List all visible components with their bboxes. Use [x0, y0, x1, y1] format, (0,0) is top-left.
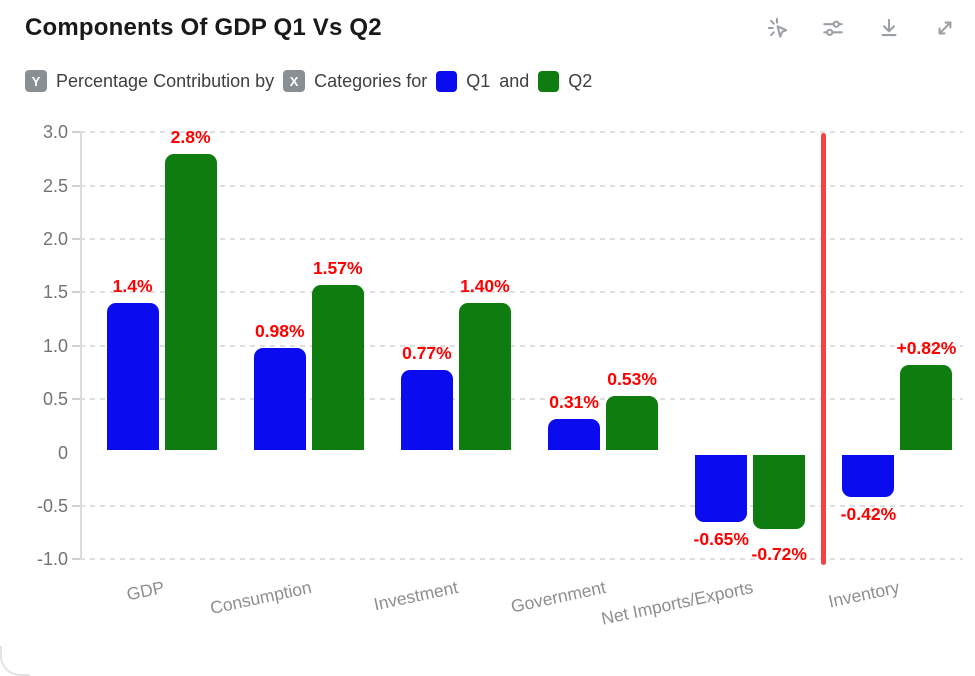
x-category-label: GDP: [124, 577, 166, 605]
bar-q1-2[interactable]: [400, 370, 453, 451]
y-axis-line: [80, 132, 82, 560]
gridline: [80, 504, 963, 507]
gridline: [80, 131, 963, 134]
separator-line: [821, 133, 827, 566]
bar-q2-1[interactable]: [311, 284, 364, 451]
x-category-label: Consumption: [207, 577, 313, 619]
y-tick-label: 1.5: [42, 282, 68, 303]
y-tick-label: 0.5: [42, 389, 68, 410]
y-tick-label: 3.0: [42, 122, 68, 143]
y-axis-tick: [72, 558, 80, 561]
gridline: [80, 238, 963, 241]
value-label: 1.4%: [112, 276, 153, 297]
y-axis-badge: Y: [25, 70, 47, 92]
page-title: Components Of GDP Q1 Vs Q2: [25, 14, 382, 41]
y-tick-label: 2.5: [42, 175, 68, 196]
y-tick-label: -1.0: [36, 549, 68, 570]
value-label: 1.40%: [460, 276, 510, 297]
value-label: -0.65%: [693, 528, 749, 549]
filter-sliders-icon[interactable]: [819, 14, 847, 42]
chart-subtitle: Y Percentage Contribution by X Categorie…: [25, 70, 592, 92]
gridline: [80, 184, 963, 187]
bar-q1-4[interactable]: [695, 454, 748, 522]
y-axis-tick: [72, 184, 80, 187]
bar-q2-4[interactable]: [753, 454, 806, 530]
gridline: [80, 398, 963, 401]
value-label: 0.53%: [607, 368, 657, 389]
bar-q2-2[interactable]: [458, 303, 511, 451]
legend-swatch-q1: [436, 70, 458, 92]
interact-cursor-icon[interactable]: [763, 14, 791, 42]
gridline: [80, 344, 963, 347]
x-category-label: Government: [508, 577, 608, 617]
bar-q2-5[interactable]: [900, 365, 953, 451]
x-category-label: Inventory: [827, 577, 902, 612]
bar-q1-3[interactable]: [548, 419, 601, 451]
expand-icon[interactable]: [931, 14, 959, 42]
y-tick-label: 2.0: [42, 229, 68, 250]
bar-q1-1[interactable]: [253, 347, 306, 451]
x-category-label: Investment: [372, 577, 461, 615]
y-axis-tick: [72, 398, 80, 401]
bar-q2-3[interactable]: [606, 395, 659, 451]
gridline: [80, 291, 963, 294]
y-axis-tick: [72, 238, 80, 241]
y-axis-tick: [72, 344, 80, 347]
legend-swatch-q2: [538, 70, 560, 92]
value-label: +0.82%: [896, 338, 957, 358]
chart-toolbar: [763, 14, 959, 42]
gridline: [80, 558, 963, 561]
value-label: -0.42%: [840, 504, 897, 525]
y-axis-tick: [72, 131, 80, 134]
y-axis-tick: [72, 291, 80, 294]
y-axis-label: Percentage Contribution by: [56, 70, 275, 91]
value-label: 0.77%: [402, 343, 452, 364]
legend-join-word: and: [499, 70, 530, 91]
value-label: 0.31%: [549, 392, 599, 413]
y-axis-tick: [72, 504, 80, 507]
x-axis-label: Categories for: [314, 70, 428, 91]
value-label: 2.8%: [170, 126, 211, 147]
legend-label-q2: Q2: [568, 70, 593, 91]
download-icon[interactable]: [875, 14, 903, 42]
y-tick-label: -0.5: [36, 495, 68, 516]
value-label: 0.98%: [254, 320, 305, 341]
y-tick-label: 1.0: [42, 335, 68, 356]
x-axis-badge: X: [283, 70, 306, 92]
x-category-label: Net Imports/Exports: [598, 577, 755, 629]
value-label: 1.57%: [312, 257, 363, 278]
y-tick-label: 0: [57, 442, 68, 463]
bar-q1-0[interactable]: [106, 303, 159, 451]
value-label: -0.72%: [751, 544, 807, 565]
legend-label-q1: Q1: [466, 70, 491, 91]
bar-q2-0[interactable]: [164, 153, 217, 451]
bar-q1-5[interactable]: [842, 454, 895, 498]
